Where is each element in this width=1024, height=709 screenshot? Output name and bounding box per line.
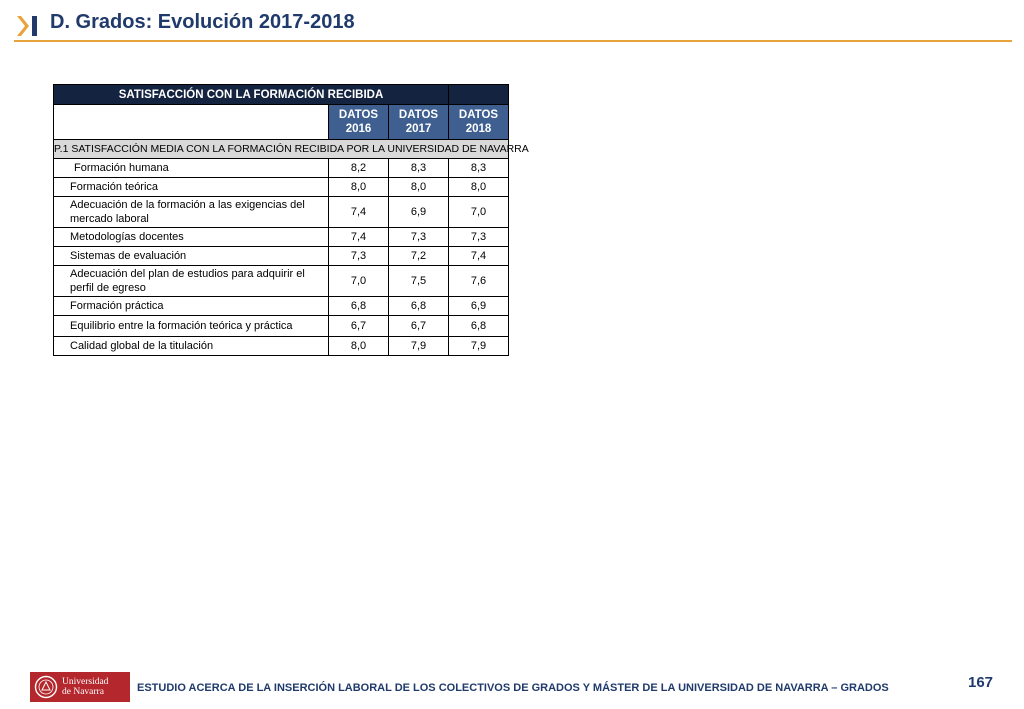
page-number: 167 [968,674,994,691]
section-header: P.1 SATISFACCIÓN MEDIA CON LA FORMACIÓN … [53,139,529,159]
value-2017: 6,7 [388,315,449,337]
value-2018: 8,3 [448,158,509,178]
value-2017: 7,2 [388,246,449,266]
value-2018: 7,0 [448,196,509,228]
row-label: Metodologías docentes [53,227,329,247]
logo-text: Universidad de Navarra [62,677,108,697]
value-2017: 7,9 [388,336,449,356]
value-2018: 8,0 [448,177,509,197]
value-2016: 6,8 [328,296,389,316]
value-2016: 7,4 [328,227,389,247]
value-2016: 8,0 [328,177,389,197]
satisfaction-table: SATISFACCIÓN CON LA FORMACIÓN RECIBIDA D… [53,84,529,356]
value-2017: 6,8 [388,296,449,316]
value-2016: 7,3 [328,246,389,266]
table-title-row: SATISFACCIÓN CON LA FORMACIÓN RECIBIDA [53,84,509,105]
table-row: Formación teórica 8,0 8,0 8,0 [53,177,509,197]
value-2018: 7,6 [448,265,509,297]
value-2018: 7,9 [448,336,509,356]
chevron-right-bar-icon [17,16,37,36]
value-2016: 7,4 [328,196,389,228]
value-2017: 7,5 [388,265,449,297]
value-2016: 8,0 [328,336,389,356]
header-divider [14,40,1012,42]
table-section-row: P.1 SATISFACCIÓN MEDIA CON LA FORMACIÓN … [53,139,529,159]
table-year-row: DATOS 2016 DATOS 2017 DATOS 2018 [53,104,509,140]
row-label: Formación humana [53,158,329,178]
table-row: Sistemas de evaluación 7,3 7,2 7,4 [53,246,509,266]
year-header-2018: DATOS 2018 [448,104,509,140]
value-2017: 6,9 [388,196,449,228]
row-label: Calidad global de la titulación [53,336,329,356]
row-label: Sistemas de evaluación [53,246,329,266]
table-row: Adecuación de la formación a las exigenc… [53,196,509,228]
page-title: D. Grados: Evolución 2017-2018 [50,11,355,33]
row-label: Adecuación de la formación a las exigenc… [53,196,329,228]
table-row: Adecuación del plan de estudios para adq… [53,265,509,297]
logo-line-1: Universidad [62,677,109,687]
value-2018: 7,4 [448,246,509,266]
value-2016: 6,7 [328,315,389,337]
table-row: Calidad global de la titulación 8,0 7,9 … [53,336,509,356]
value-2018: 6,9 [448,296,509,316]
year-header-2017: DATOS 2017 [388,104,449,140]
table-row: Metodologías docentes 7,4 7,3 7,3 [53,227,509,247]
value-2017: 8,0 [388,177,449,197]
table-row: Formación humana 8,2 8,3 8,3 [53,158,509,178]
table-title-blank [448,84,509,105]
footer-text: ESTUDIO ACERCA DE LA INSERCIÓN LABORAL D… [137,682,889,694]
row-label: Formación práctica [53,296,329,316]
row-label: Formación teórica [53,177,329,197]
logo-line-2: de Navarra [62,687,104,697]
table-row: Formación práctica 6,8 6,8 6,9 [53,296,509,316]
page-header: D. Grados: Evolución 2017-2018 [14,8,1012,42]
university-logo: Universidad de Navarra [30,672,130,702]
table-title: SATISFACCIÓN CON LA FORMACIÓN RECIBIDA [53,84,449,105]
row-label: Adecuación del plan de estudios para adq… [53,265,329,297]
value-2017: 8,3 [388,158,449,178]
university-seal-icon [34,675,58,699]
table-row: Equilibrio entre la formación teórica y … [53,315,509,337]
row-label: Equilibrio entre la formación teórica y … [53,315,329,337]
value-2017: 7,3 [388,227,449,247]
value-2016: 8,2 [328,158,389,178]
value-2018: 6,8 [448,315,509,337]
year-header-blank [53,104,329,140]
year-header-2016: DATOS 2016 [328,104,389,140]
value-2018: 7,3 [448,227,509,247]
value-2016: 7,0 [328,265,389,297]
